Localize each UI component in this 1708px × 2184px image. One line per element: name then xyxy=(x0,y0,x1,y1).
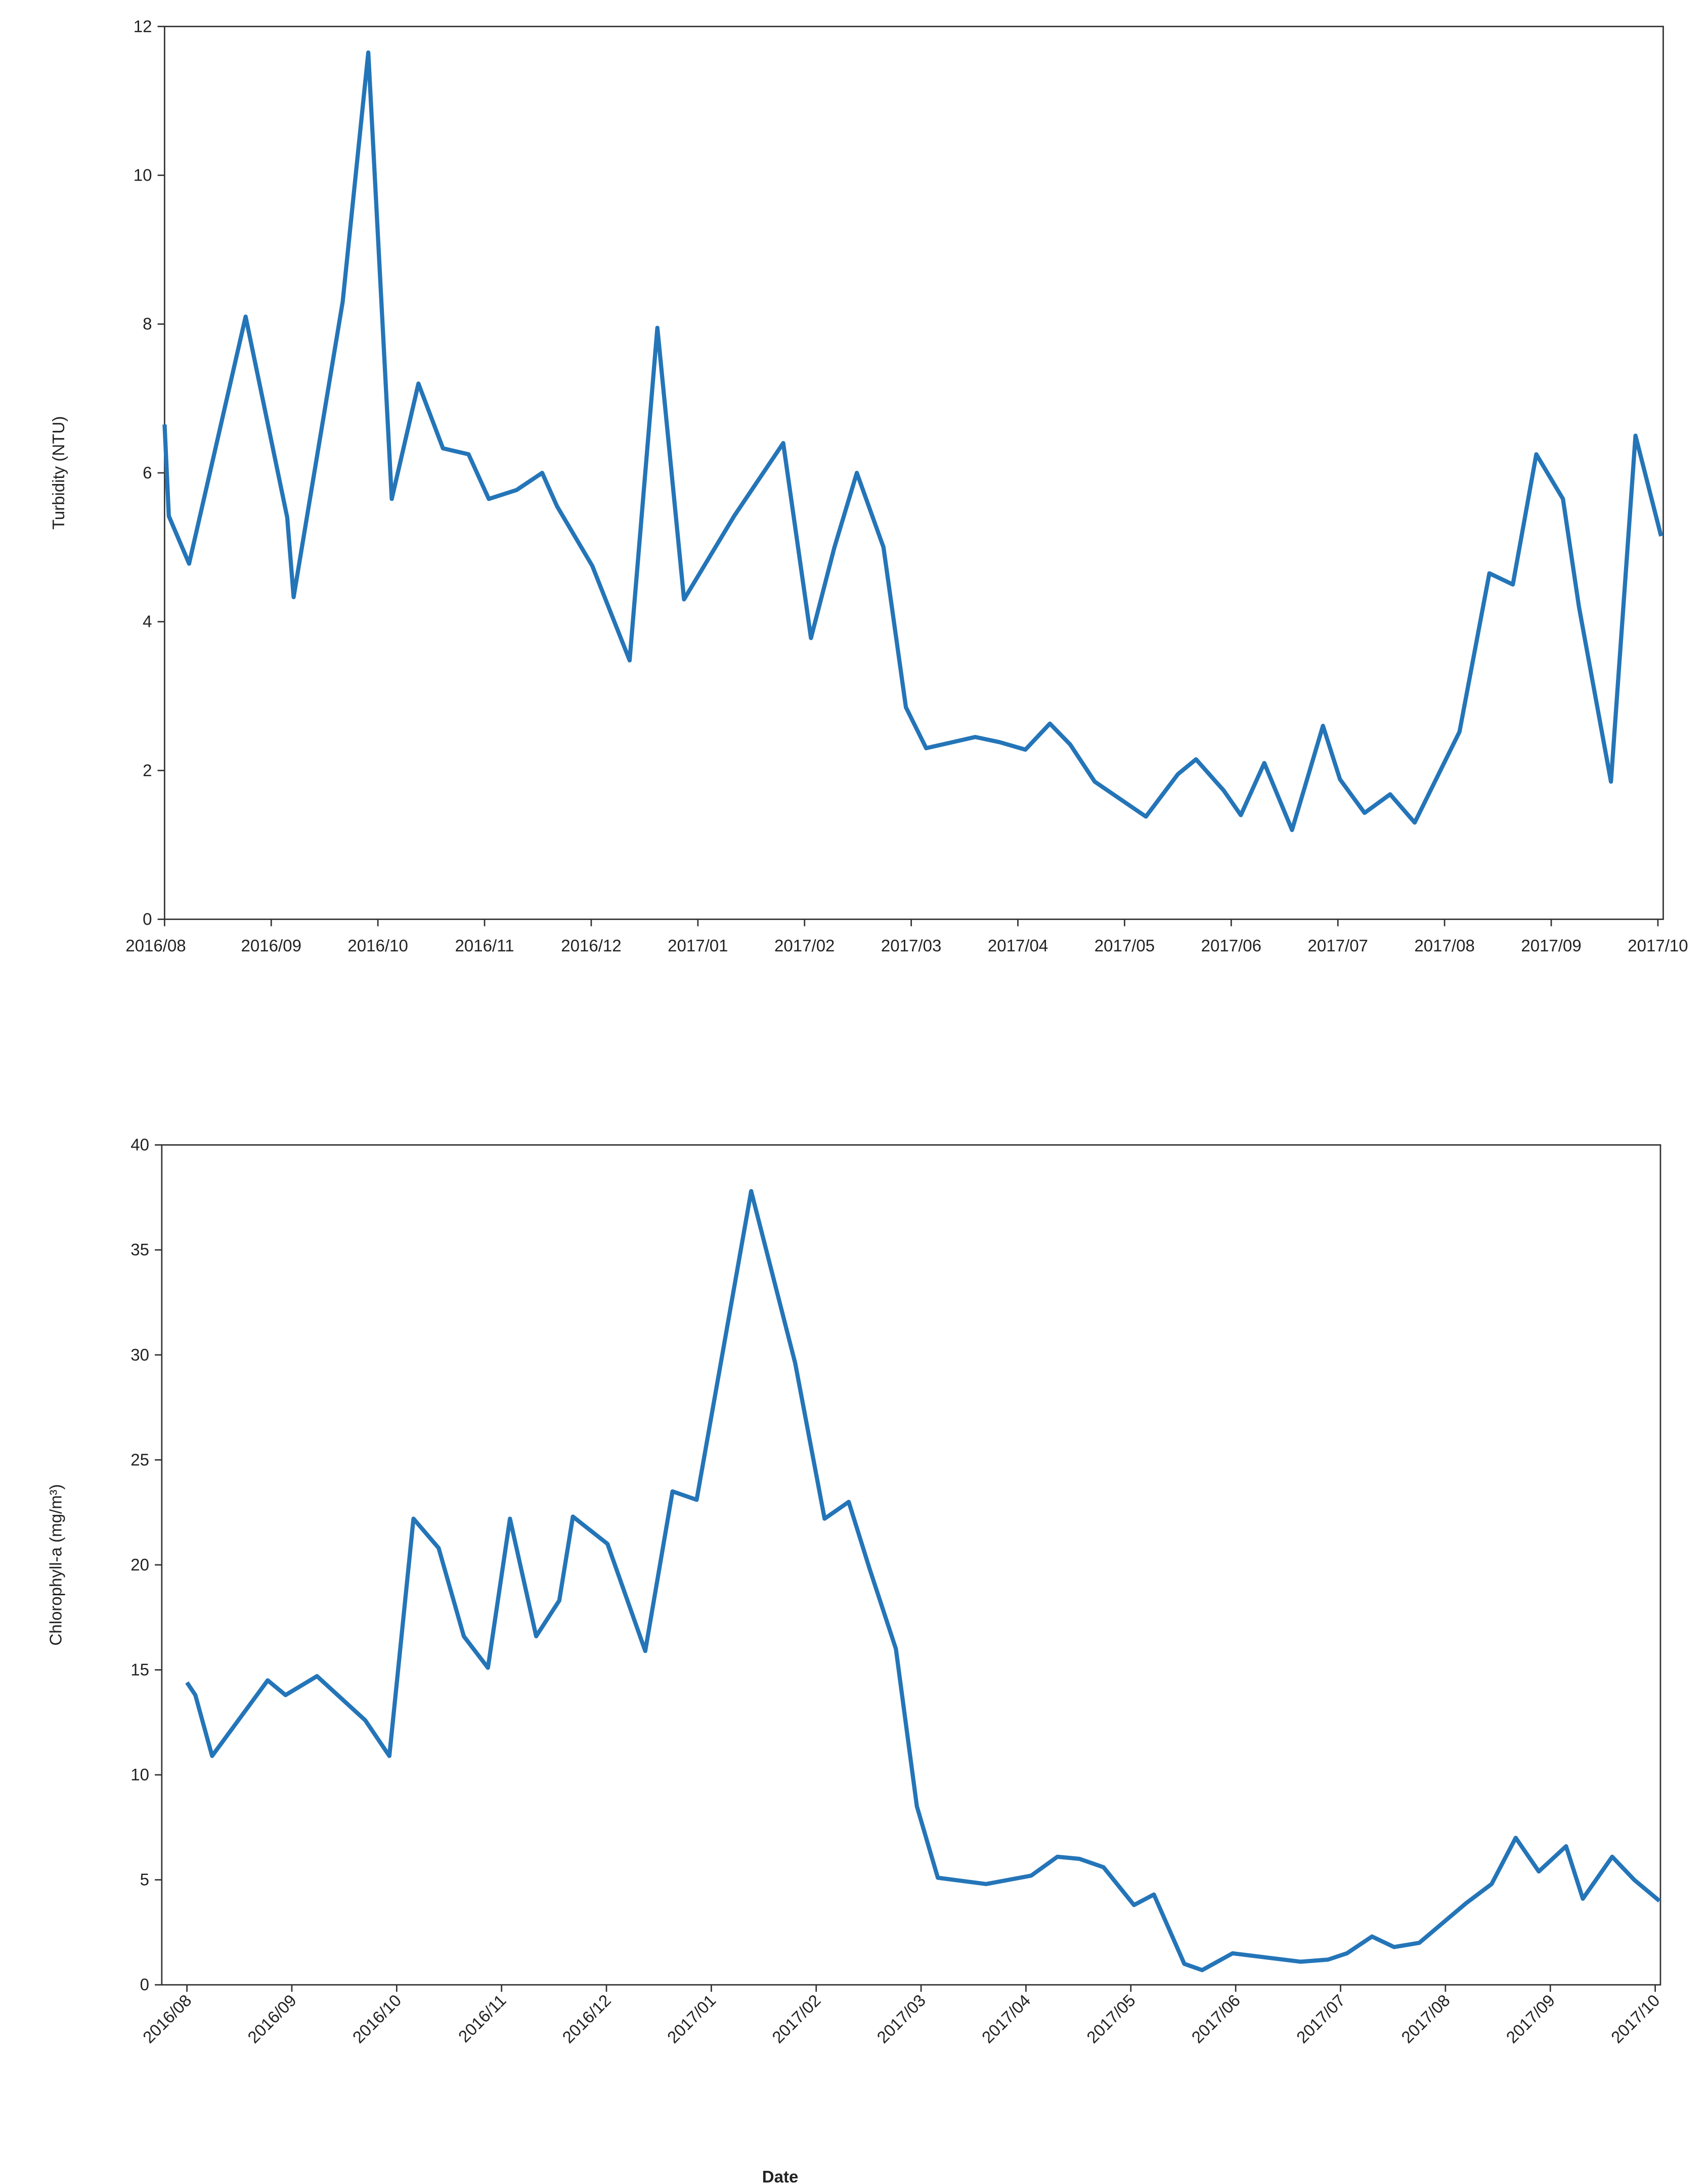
x-tick-label: 2017/03 xyxy=(873,1991,930,2047)
y-tick-label: 20 xyxy=(130,1556,149,1575)
x-tick-label: 2016/09 xyxy=(241,937,301,955)
x-tick-label: 2017/01 xyxy=(668,937,728,955)
y-tick-label: 30 xyxy=(130,1346,149,1365)
x-tick-label: 2017/02 xyxy=(769,1991,825,2047)
y-axis-label: Chlorophyll-a (mg/m³) xyxy=(47,1484,66,1645)
x-tick-label: 2017/04 xyxy=(979,1991,1035,2047)
x-tick-label: 2017/02 xyxy=(774,937,835,955)
x-tick-label: 2016/11 xyxy=(455,1991,510,2046)
y-tick-label: 6 xyxy=(143,464,152,483)
x-tick-label: 2017/05 xyxy=(1083,1991,1140,2047)
y-tick-label: 2 xyxy=(143,761,152,780)
x-tick-label: 2017/09 xyxy=(1503,1991,1559,2047)
x-tick-label: 2017/05 xyxy=(1094,937,1155,955)
y-tick-label: 5 xyxy=(140,1871,149,1890)
x-tick-label: 2017/06 xyxy=(1201,937,1261,955)
x-tick-label: 2017/07 xyxy=(1308,937,1368,955)
x-tick-label: 2017/09 xyxy=(1521,937,1581,955)
data-line xyxy=(185,1189,1661,1973)
x-tick-label: 2016/10 xyxy=(349,1991,405,2047)
y-tick-label: 12 xyxy=(134,17,152,36)
y-tick-label: 10 xyxy=(130,1766,149,1784)
x-tick-label: 2017/06 xyxy=(1188,1991,1244,2047)
x-tick-label: 2016/12 xyxy=(559,1991,615,2047)
x-tick-label: 2017/08 xyxy=(1398,1991,1454,2047)
x-tick-label: 2017/07 xyxy=(1293,1991,1349,2047)
x-tick-label: 2017/10 xyxy=(1608,1991,1664,2047)
x-tick-label: 2016/08 xyxy=(140,1991,196,2047)
plot-frame xyxy=(161,1144,1661,1986)
x-tick-label: 2017/04 xyxy=(988,937,1048,955)
x-tick-label: 2016/11 xyxy=(455,937,514,955)
y-tick-label: 8 xyxy=(143,315,152,334)
x-tick-label: 2017/10 xyxy=(1628,937,1688,955)
data-line xyxy=(162,50,1663,833)
y-tick-label: 4 xyxy=(143,613,152,631)
y-axis-label: Turbidity (NTU) xyxy=(50,416,68,530)
x-tick-label: 2017/08 xyxy=(1414,937,1474,955)
x-tick-label: 2016/12 xyxy=(561,937,621,955)
y-tick-label: 0 xyxy=(143,910,152,929)
x-tick-label: 2016/10 xyxy=(347,937,408,955)
x-tick-label: 2016/08 xyxy=(125,937,186,955)
y-tick-label: 10 xyxy=(134,166,152,185)
y-tick-label: 0 xyxy=(140,1976,149,1994)
y-tick-label: 40 xyxy=(130,1136,149,1155)
x-tick-label: 2017/03 xyxy=(881,937,941,955)
x-tick-label: 2017/01 xyxy=(664,1991,720,2047)
y-tick-label: 35 xyxy=(130,1241,149,1259)
x-axis-label: Date xyxy=(762,2168,799,2184)
x-tick-label: 2016/09 xyxy=(244,1991,300,2047)
y-tick-label: 25 xyxy=(130,1451,149,1469)
y-tick-label: 15 xyxy=(130,1661,149,1680)
